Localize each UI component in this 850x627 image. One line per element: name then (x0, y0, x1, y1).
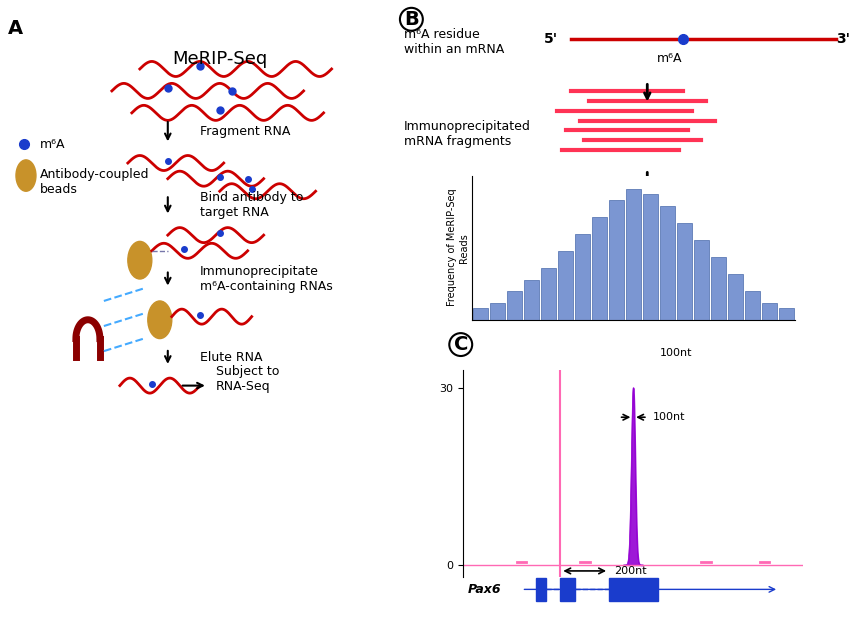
Circle shape (148, 301, 172, 339)
Bar (779, 308, 794, 320)
Bar (507, 292, 522, 320)
Bar (541, 268, 556, 320)
Text: Elute RNA: Elute RNA (200, 351, 263, 364)
Bar (677, 223, 692, 320)
Text: Immunoprecipitate
m⁶A-containing RNAs: Immunoprecipitate m⁶A-containing RNAs (200, 265, 332, 293)
Text: m⁶A: m⁶A (657, 52, 683, 65)
Text: Fragment RNA: Fragment RNA (200, 125, 290, 138)
Bar (745, 292, 760, 320)
Text: Pax6: Pax6 (468, 583, 501, 596)
Text: m⁶A: m⁶A (40, 138, 65, 150)
Text: Subject to
RNA-Seq: Subject to RNA-Seq (216, 366, 279, 393)
Text: C: C (454, 335, 468, 354)
Text: 5': 5' (544, 32, 558, 46)
Bar (558, 251, 573, 320)
Circle shape (128, 241, 152, 279)
Bar (575, 234, 590, 320)
FancyBboxPatch shape (560, 578, 575, 601)
Bar (762, 303, 777, 320)
Text: Bind antibody to
target RNA: Bind antibody to target RNA (200, 191, 303, 219)
Bar (473, 308, 488, 320)
Y-axis label: Frequency of MeRIP-Seq
Reads: Frequency of MeRIP-Seq Reads (447, 189, 469, 307)
Text: 100nt: 100nt (660, 348, 692, 358)
Text: 200nt: 200nt (614, 566, 647, 576)
Bar (609, 200, 624, 320)
Circle shape (16, 160, 36, 191)
Text: Antibody-coupled
beads: Antibody-coupled beads (40, 168, 150, 196)
Bar (694, 240, 709, 320)
Text: 3': 3' (836, 32, 850, 46)
Bar (728, 274, 743, 320)
Bar (490, 303, 505, 320)
Bar (711, 257, 726, 320)
Text: MeRIP-Seq: MeRIP-Seq (172, 50, 268, 68)
Text: A: A (8, 19, 23, 38)
Text: Immunoprecipitated
mRNA fragments: Immunoprecipitated mRNA fragments (404, 120, 531, 148)
Bar (592, 217, 607, 320)
Bar (643, 194, 658, 320)
FancyBboxPatch shape (609, 578, 658, 601)
Text: B: B (404, 10, 419, 29)
Bar (660, 206, 675, 320)
Text: m⁶A residue
within an mRNA: m⁶A residue within an mRNA (404, 28, 504, 56)
FancyBboxPatch shape (536, 578, 546, 601)
Bar (626, 189, 641, 320)
Bar (524, 280, 539, 320)
Text: 100nt: 100nt (653, 412, 685, 422)
